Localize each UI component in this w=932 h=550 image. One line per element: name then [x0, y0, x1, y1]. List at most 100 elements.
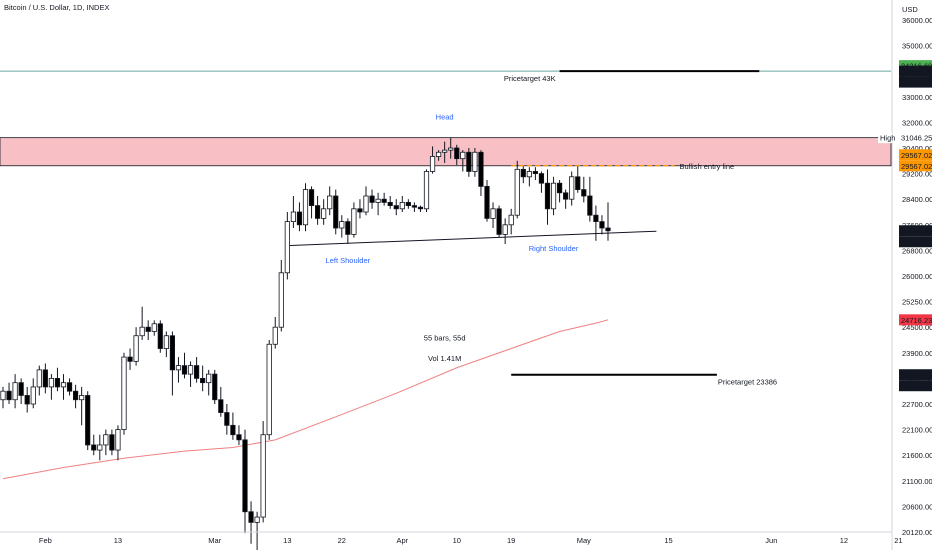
y-tick-label: 25250.00 [902, 298, 932, 307]
price-label: 29567.02 [901, 162, 932, 171]
chart-title: Bitcoin / U.S. Dollar, 1D, INDEX [4, 3, 110, 12]
candle-up [79, 395, 85, 401]
candle-down [575, 176, 581, 191]
candle-down [248, 511, 254, 523]
candle-down [218, 399, 224, 413]
candle-up [260, 434, 266, 518]
price-label-bg [899, 160, 932, 172]
price-label: 29567.02 [901, 151, 932, 160]
candle-up [423, 171, 430, 210]
candle-up [266, 343, 272, 436]
candle-down [181, 365, 188, 375]
candle-up [514, 168, 520, 216]
candle-up [175, 365, 182, 371]
candle-down [478, 151, 484, 187]
y-tick-label: 23900.00 [902, 349, 932, 358]
y-tick-label: 26800.00 [902, 246, 932, 255]
candle-down [66, 382, 73, 392]
candle-down [333, 195, 339, 229]
candle-down [200, 377, 206, 384]
candle-down [193, 365, 200, 379]
candle-up [339, 221, 345, 229]
y-tick-label: 29200.00 [902, 170, 932, 179]
candle-down [563, 192, 569, 200]
candle-down [369, 195, 375, 203]
candle-down [393, 205, 399, 210]
candle-down [18, 382, 24, 396]
candle-up [351, 208, 357, 235]
candle-down [381, 198, 387, 203]
candle-down [605, 227, 611, 232]
price-tag-bg [878, 132, 892, 144]
price-label-bg [899, 225, 932, 237]
price-label-bg [899, 314, 932, 326]
candle-down [314, 205, 321, 219]
price-label-bg [899, 76, 932, 88]
candle-down [91, 444, 97, 451]
candle-down [236, 434, 242, 441]
pricetarget-high-label: Pricetarget 43K [504, 74, 556, 83]
price-label-bg [899, 149, 932, 161]
candle-up [48, 377, 55, 388]
y-tick-label: 21600.00 [902, 451, 932, 460]
y-tick-label: 35000.00 [902, 42, 932, 51]
pricetarget-low-label: Pricetarget 23386 [718, 378, 777, 387]
candle-up [550, 182, 557, 210]
candle-down [157, 323, 163, 349]
price-label-bg [899, 132, 932, 144]
candle-up [103, 434, 109, 446]
y-tick-label: 21100.00 [902, 477, 932, 486]
candle-up [187, 365, 194, 375]
candle-down [532, 171, 539, 174]
price-label-bg [899, 65, 932, 77]
candle-up [0, 390, 6, 401]
price-label-bg [899, 380, 932, 392]
candle-up [115, 429, 121, 451]
candle-up [290, 211, 297, 223]
candle-down [411, 205, 418, 208]
candle-up [206, 373, 212, 384]
candle-down [127, 356, 133, 362]
candle-down [6, 390, 12, 401]
candle-up [569, 176, 575, 200]
candle-down [42, 369, 48, 388]
candle-up [133, 335, 139, 362]
currency-label: USD [902, 5, 918, 14]
right-shoulder-label: Right Shoulder [529, 244, 579, 253]
x-tick-label: 15 [664, 536, 672, 545]
candle-up [502, 224, 508, 235]
price-tag-label: High [880, 134, 895, 143]
candle-up [508, 214, 514, 226]
y-tick-label: 22700.00 [902, 400, 932, 409]
candle-down [296, 211, 303, 226]
candle-up [490, 208, 496, 219]
y-tick-label: 30400.00 [902, 144, 932, 153]
price-label: 23386.30 [901, 371, 932, 380]
candle-down [484, 185, 490, 219]
price-label: 34003.49 [901, 67, 932, 76]
candle-up [302, 189, 309, 226]
candle-down [520, 168, 526, 178]
candle-down [387, 201, 393, 206]
y-tick-label: 20600.00 [902, 502, 932, 511]
candle-down [109, 434, 115, 451]
price-label: 24716.23 [901, 316, 932, 325]
x-tick-label: 21 [894, 536, 902, 545]
candle-down [85, 395, 91, 446]
candle-up [36, 369, 42, 388]
volume-info-label: Vol 1.41M [428, 354, 461, 363]
candle-up [163, 335, 169, 349]
candle-down [544, 182, 551, 210]
y-tick-label: 20120.00 [902, 528, 932, 537]
price-label: 23386.30 [901, 382, 932, 391]
x-tick-label: 12 [840, 536, 848, 545]
candle-up [30, 386, 36, 405]
y-tick-label: 33000.00 [902, 93, 932, 102]
candle-down [454, 147, 460, 160]
candle-up [399, 201, 405, 210]
head-label: Head [436, 113, 454, 122]
candle-down [557, 182, 563, 194]
y-tick-label: 26000.00 [902, 272, 932, 281]
candle-up [278, 272, 284, 328]
